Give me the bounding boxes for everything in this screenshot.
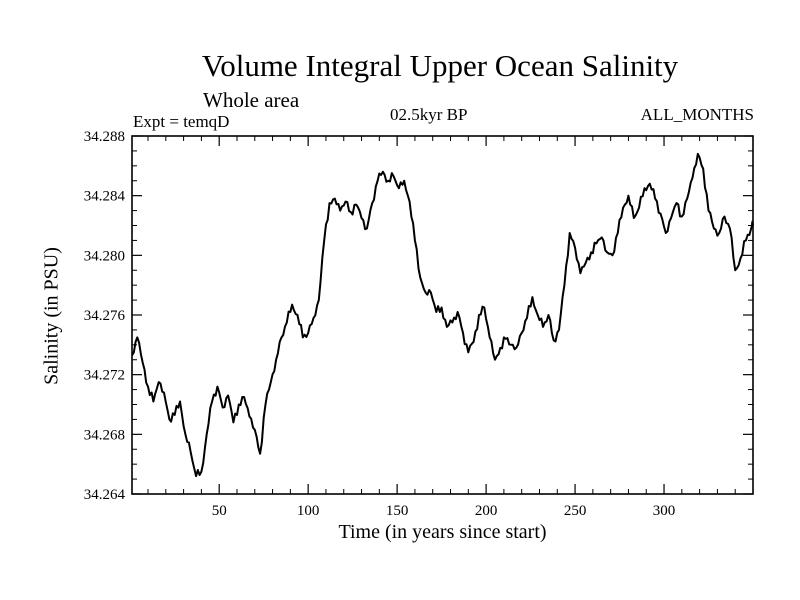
minor-ticks [132, 136, 754, 494]
y-tick-label: 34.276 [84, 308, 126, 324]
chart-subtitle: Whole area [203, 88, 300, 112]
chart-title: Volume Integral Upper Ocean Salinity [201, 48, 679, 83]
x-tick-label: 150 [386, 503, 409, 519]
x-tick-label: 200 [475, 503, 498, 519]
period-label: 02.5kyr BP [390, 105, 468, 124]
y-tick-label: 34.268 [84, 427, 125, 443]
x-tick-label: 250 [564, 503, 587, 519]
tick-labels: 50 100 150 200 250 300 34.264 34.268 34.272 34.27… [84, 129, 676, 519]
x-tick-label: 50 [212, 503, 227, 519]
y-tick-label: 34.264 [84, 487, 126, 503]
experiment-label: Expt = temqD [133, 112, 230, 131]
x-tick-label: 100 [297, 503, 320, 519]
plot-frame [131, 135, 754, 495]
months-label: ALL_MONTHS [640, 105, 754, 124]
x-axis-title: Time (in years since start) [338, 521, 547, 543]
y-tick-label: 34.272 [84, 368, 125, 384]
y-tick-label: 34.280 [84, 248, 125, 264]
salinity-series-line [131, 152, 754, 478]
y-tick-label: 34.288 [84, 129, 125, 145]
x-tick-label: 300 [653, 503, 676, 519]
y-tick-label: 34.284 [84, 189, 126, 205]
